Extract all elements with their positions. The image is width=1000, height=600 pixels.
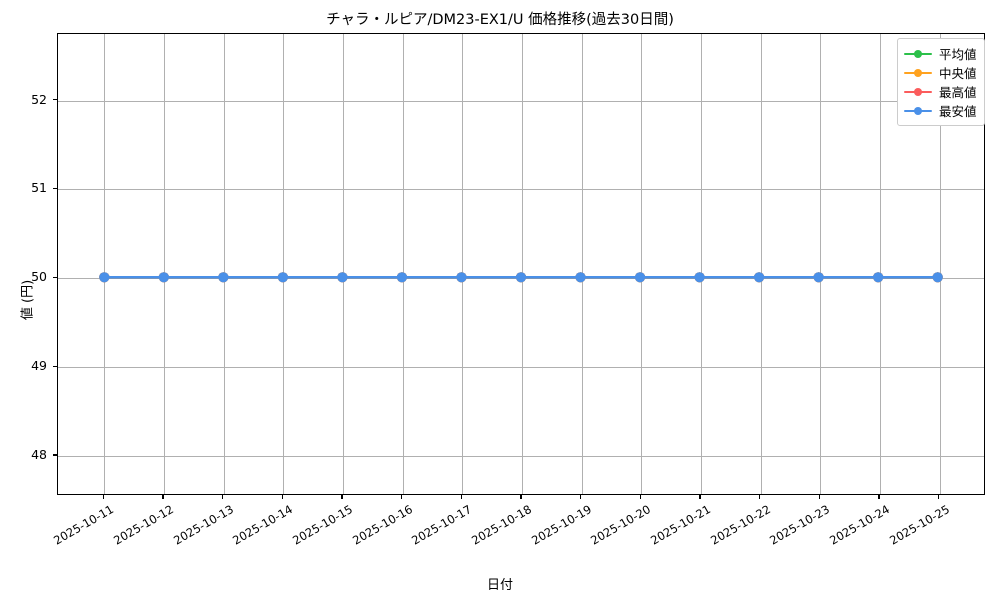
x-tick-mark — [580, 495, 582, 499]
legend-swatch-icon — [904, 67, 932, 79]
legend-swatch-icon — [904, 48, 932, 60]
x-tick-mark — [102, 495, 104, 499]
x-tick-mark — [460, 495, 462, 499]
gridline-vertical — [283, 34, 285, 494]
x-tick-mark — [520, 495, 522, 499]
y-tick-mark — [53, 187, 57, 190]
data-point — [575, 272, 586, 283]
x-tick-mark — [938, 495, 940, 499]
gridline-vertical — [104, 34, 106, 494]
y-tick-label: 49 — [31, 358, 47, 374]
data-point — [813, 272, 824, 283]
y-tick-mark — [53, 276, 57, 278]
x-tick-mark — [281, 495, 283, 499]
y-tick-mark — [53, 365, 57, 367]
gridline-vertical — [223, 34, 225, 494]
data-point — [694, 272, 705, 283]
gridline-vertical — [522, 34, 523, 494]
gridline-vertical — [760, 34, 762, 494]
gridline-vertical — [462, 34, 464, 494]
x-tick-mark — [818, 495, 820, 499]
data-point — [754, 272, 765, 283]
series-最安値 — [99, 272, 943, 283]
gridline-vertical — [939, 34, 941, 494]
gridline-horizontal — [58, 100, 984, 102]
x-tick-mark — [759, 495, 761, 499]
x-tick-mark — [699, 495, 701, 499]
x-tick-mark — [222, 495, 224, 499]
gridline-vertical — [164, 34, 166, 494]
data-point — [456, 272, 467, 283]
gridline-vertical — [581, 34, 583, 494]
data-point — [396, 272, 408, 283]
gridline-horizontal — [58, 456, 984, 458]
x-tick-mark — [341, 495, 343, 499]
gridline-vertical — [402, 34, 404, 494]
y-tick-label: 52 — [31, 91, 47, 107]
legend-item-最高値[interactable]: 最高値 — [904, 82, 977, 101]
data-point — [873, 272, 884, 283]
data-point — [515, 272, 527, 283]
y-tick-label: 48 — [31, 447, 47, 463]
y-tick-label: 50 — [31, 269, 47, 285]
x-axis-label: 日付 — [486, 578, 513, 593]
plot-area — [57, 33, 985, 495]
legend-item-中央値[interactable]: 中央値 — [904, 63, 977, 82]
data-point — [337, 272, 348, 283]
legend-label: 平均値 — [939, 47, 977, 62]
data-point — [932, 272, 943, 283]
data-point — [218, 272, 229, 283]
legend-swatch-icon — [904, 105, 932, 117]
legend-label: 中央値 — [939, 66, 977, 81]
y-axis-label: 値 (円) — [20, 279, 36, 321]
gridline-horizontal — [58, 189, 984, 191]
chart-legend[interactable]: 平均値中央値最高値最安値 — [897, 38, 985, 126]
y-tick-mark — [53, 454, 57, 456]
x-tick-mark — [401, 495, 403, 499]
legend-label: 最高値 — [939, 85, 977, 100]
data-point — [634, 272, 646, 283]
gridline-vertical — [700, 34, 702, 494]
x-tick-mark — [878, 495, 880, 499]
y-tick-mark — [53, 99, 57, 101]
series-plot — [99, 272, 943, 283]
legend-label: 最安値 — [939, 104, 977, 119]
chart-title: チャラ・ルピア/DM23-EX1/U 価格推移(過去30日間) — [326, 12, 674, 28]
data-point — [277, 272, 288, 283]
data-point — [99, 272, 110, 283]
gridline-vertical — [820, 34, 822, 494]
y-tick-label: 51 — [31, 180, 47, 196]
legend-swatch-icon — [904, 86, 932, 98]
data-point — [158, 272, 169, 283]
legend-item-最安値[interactable]: 最安値 — [904, 101, 977, 120]
legend-item-平均値[interactable]: 平均値 — [904, 44, 977, 63]
gridline-vertical — [343, 34, 345, 494]
gridline-vertical — [879, 34, 881, 494]
x-tick-mark — [162, 495, 164, 499]
gridline-horizontal — [58, 367, 984, 369]
x-tick-mark — [639, 495, 641, 499]
gridline-vertical — [641, 34, 643, 494]
